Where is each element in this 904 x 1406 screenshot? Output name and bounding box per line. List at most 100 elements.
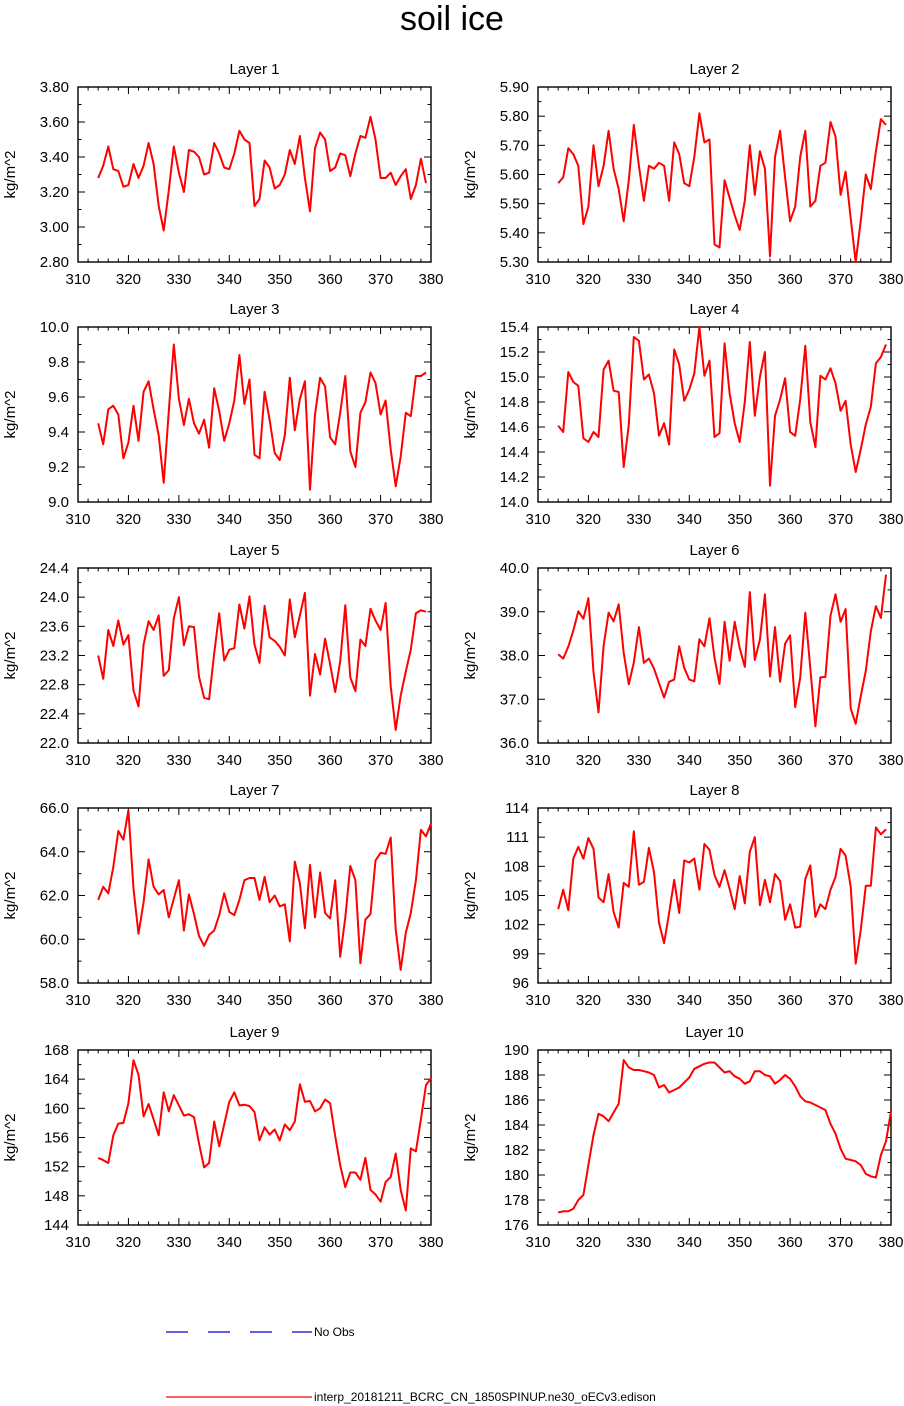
y-tick-label: 39.0	[500, 604, 529, 621]
series-line	[97, 591, 427, 731]
x-tick-label: 380	[418, 992, 443, 1009]
y-axis-label: kg/m^2	[462, 632, 479, 680]
panel-title: Layer 7	[229, 782, 279, 799]
y-tick-label: 23.2	[40, 648, 69, 665]
x-tick-label: 310	[525, 752, 550, 769]
x-tick-label: 360	[318, 1234, 343, 1251]
y-axis-label: kg/m^2	[462, 151, 479, 199]
y-tick-label: 144	[44, 1217, 69, 1234]
panel-8: Layer 8 kg/m^2 310 320 330 340 350 360 370 380 96 9…	[462, 782, 904, 1009]
plot-frame	[537, 326, 892, 503]
y-tick-label: 184	[504, 1117, 529, 1134]
x-tick-label: 340	[677, 271, 702, 288]
y-tick-label: 37.0	[500, 691, 529, 708]
x-tick-label: 320	[576, 271, 601, 288]
y-tick-label: 156	[44, 1130, 69, 1147]
y-tick-label: 15.4	[500, 319, 529, 336]
panel-title: Layer 6	[689, 542, 739, 559]
y-axis-label: kg/m^2	[2, 872, 19, 920]
y-tick-label: 3.80	[40, 79, 69, 96]
y-tick-label: 5.90	[500, 79, 529, 96]
y-tick-label: 5.50	[500, 196, 529, 213]
y-tick-label: 3.20	[40, 184, 69, 201]
y-tick-label: 5.60	[500, 167, 529, 184]
x-tick-label: 340	[217, 752, 242, 769]
x-tick-label: 330	[626, 511, 651, 528]
x-tick-label: 370	[828, 992, 853, 1009]
y-tick-label: 9.8	[48, 354, 69, 371]
x-tick-label: 320	[116, 1234, 141, 1251]
x-tick-label: 340	[677, 1234, 702, 1251]
x-tick-label: 370	[368, 511, 393, 528]
x-tick-label: 310	[525, 1234, 550, 1251]
series-line	[97, 1059, 432, 1212]
plot-frame	[77, 326, 432, 503]
x-tick-label: 310	[525, 992, 550, 1009]
x-tick-label: 380	[418, 752, 443, 769]
y-axis-label: kg/m^2	[2, 1114, 19, 1162]
x-tick-label: 330	[166, 752, 191, 769]
x-tick-label: 360	[778, 992, 803, 1009]
x-tick-label: 360	[318, 271, 343, 288]
panel-title: Layer 8	[689, 782, 739, 799]
x-tick-label: 360	[778, 1234, 803, 1251]
y-tick-label: 152	[44, 1159, 69, 1176]
series-line	[97, 809, 432, 971]
x-tick-label: 350	[727, 752, 752, 769]
x-tick-label: 350	[267, 1234, 292, 1251]
x-tick-label: 360	[318, 511, 343, 528]
y-tick-label: 14.0	[500, 494, 529, 511]
series-line	[557, 112, 887, 263]
series-line	[97, 115, 427, 232]
y-tick-label: 22.8	[40, 677, 69, 694]
x-tick-label: 360	[778, 511, 803, 528]
y-tick-label: 22.0	[40, 735, 69, 752]
x-tick-label: 340	[217, 992, 242, 1009]
plot-frame	[537, 1049, 892, 1226]
y-tick-label: 40.0	[500, 560, 529, 577]
panel-title: Layer 10	[685, 1024, 743, 1041]
x-tick-label: 350	[267, 271, 292, 288]
x-tick-label: 340	[677, 992, 702, 1009]
x-tick-label: 320	[576, 511, 601, 528]
y-tick-label: 186	[504, 1092, 529, 1109]
x-tick-label: 330	[626, 271, 651, 288]
series-line	[97, 343, 427, 491]
plot-frame	[537, 807, 892, 984]
x-tick-label: 320	[116, 752, 141, 769]
x-tick-label: 380	[878, 271, 903, 288]
y-tick-label: 62.0	[40, 888, 69, 905]
x-tick-label: 330	[166, 992, 191, 1009]
x-tick-label: 310	[65, 752, 90, 769]
x-tick-label: 350	[267, 992, 292, 1009]
y-tick-label: 9.4	[48, 424, 69, 441]
y-tick-label: 168	[44, 1042, 69, 1059]
x-tick-label: 310	[525, 511, 550, 528]
panel-5: Layer 5 kg/m^2 310 320 330 340 350 360 370 380 22.…	[2, 542, 444, 769]
y-tick-label: 190	[504, 1042, 529, 1059]
y-tick-label: 10.0	[40, 319, 69, 336]
x-tick-label: 360	[778, 752, 803, 769]
chart-main-title: soil ice	[400, 0, 504, 38]
x-tick-label: 350	[727, 1234, 752, 1251]
y-tick-label: 96	[512, 975, 529, 992]
y-axis-label: kg/m^2	[462, 1114, 479, 1162]
x-tick-label: 330	[626, 752, 651, 769]
x-tick-label: 360	[318, 752, 343, 769]
y-tick-label: 2.80	[40, 254, 69, 271]
x-tick-label: 360	[778, 271, 803, 288]
y-tick-label: 148	[44, 1188, 69, 1205]
y-tick-label: 36.0	[500, 735, 529, 752]
x-tick-label: 370	[368, 992, 393, 1009]
x-tick-label: 380	[878, 511, 903, 528]
y-tick-label: 160	[44, 1100, 69, 1117]
x-tick-label: 380	[878, 992, 903, 1009]
y-tick-label: 38.0	[500, 648, 529, 665]
y-tick-label: 5.40	[500, 225, 529, 242]
x-tick-label: 310	[65, 511, 90, 528]
y-axis-label: kg/m^2	[2, 632, 19, 680]
y-tick-label: 164	[44, 1071, 69, 1088]
y-tick-label: 15.2	[500, 344, 529, 361]
x-tick-label: 330	[626, 1234, 651, 1251]
